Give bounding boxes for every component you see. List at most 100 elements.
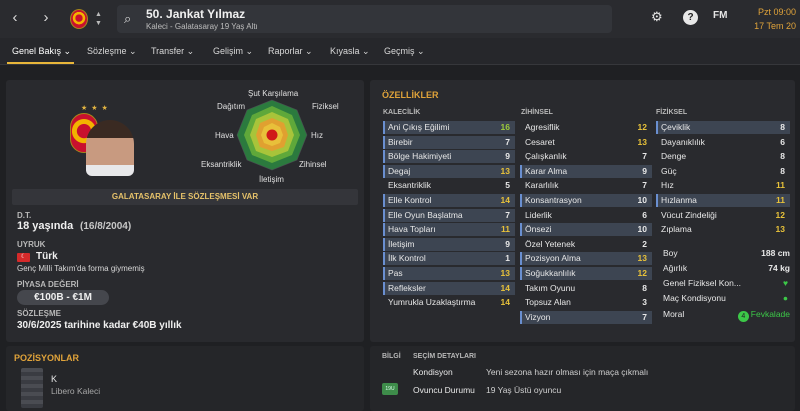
contract-banner[interactable]: GALATASARAY İLE SÖZLEŞMESİ VAR bbox=[12, 189, 358, 205]
attribute-value: 11 bbox=[776, 195, 785, 205]
back-arrow-icon[interactable]: ‹ bbox=[12, 9, 18, 26]
goalkeeping-attribute-row[interactable]: Ani Çıkış Eğilimi 16 bbox=[383, 121, 515, 134]
goalkeeping-attribute-row[interactable]: İlk Kontrol 1 bbox=[383, 252, 515, 266]
physical-attribute-row[interactable]: Denge 8 bbox=[656, 150, 790, 163]
attribute-value: 8 bbox=[780, 122, 785, 132]
active-tab-indicator bbox=[7, 62, 74, 64]
attribute-name: Çalışkanlık bbox=[525, 151, 567, 162]
tab-transfer[interactable]: Transfer ⌄ bbox=[151, 46, 195, 56]
attribute-name: Dayanıklılık bbox=[661, 136, 705, 147]
physical-attribute-row[interactable]: Hızlanma 11 bbox=[656, 194, 790, 207]
goalkeeping-attribute-row[interactable]: Eksantriklik 5 bbox=[383, 179, 515, 192]
goalkeeping-attribute-row[interactable]: Elle Oyun Başlatma 7 bbox=[383, 208, 515, 222]
mental-attribute-row[interactable]: Konsantrasyon 10 bbox=[520, 194, 652, 207]
player-portrait bbox=[86, 120, 134, 176]
forward-arrow-icon[interactable]: › bbox=[43, 9, 49, 26]
club-crest-icon[interactable] bbox=[70, 9, 88, 29]
physical-attribute-row[interactable]: Zıplama 13 bbox=[656, 223, 790, 236]
attribute-value: 13 bbox=[637, 253, 647, 264]
attribute-value: 12 bbox=[637, 122, 647, 132]
goalkeeping-attribute-row[interactable]: Degaj 13 bbox=[383, 164, 515, 178]
attribute-value: 14 bbox=[500, 195, 510, 205]
physical-condition-row[interactable]: Genel Fiziksel Kon... ♥ bbox=[663, 276, 790, 290]
tab-bar: Genel Bakış ⌄ Sözleşme ⌄ Transfer ⌄ Geli… bbox=[0, 38, 800, 65]
date-display[interactable]: Pzt 09:00 17 Tem 20 bbox=[754, 5, 796, 33]
attribute-name: Cesaret bbox=[525, 136, 555, 147]
player-subtitle[interactable]: Kaleci - Galatasaray 19 Yaş Altı bbox=[146, 22, 258, 31]
attribute-name: Elle Oyun Başlatma bbox=[388, 209, 463, 220]
tab-history[interactable]: Geçmiş ⌄ bbox=[384, 46, 425, 56]
attribute-value: 11 bbox=[501, 224, 510, 235]
search-icon[interactable]: ⌕ bbox=[124, 11, 132, 26]
mental-attribute-row[interactable]: Kararlılık 7 bbox=[520, 179, 652, 192]
mental-attribute-row[interactable]: Liderlik 6 bbox=[520, 209, 652, 222]
attribute-name: Bölge Hakimiyeti bbox=[388, 151, 452, 162]
market-value[interactable]: €100B - €1M bbox=[17, 290, 109, 305]
help-icon[interactable]: ? bbox=[683, 10, 698, 25]
attribute-name: Topsuz Alan bbox=[525, 297, 571, 308]
selection-details-label: SEÇİM DETAYLARI bbox=[413, 353, 477, 360]
tab-reports[interactable]: Raporlar ⌄ bbox=[268, 46, 313, 56]
goalkeeping-attribute-row[interactable]: Pas 13 bbox=[383, 267, 515, 280]
attribute-value: 16 bbox=[500, 122, 510, 132]
mental-attribute-row[interactable]: Çalışkanlık 7 bbox=[520, 150, 652, 163]
positions-title: POZİSYONLAR bbox=[14, 353, 80, 363]
dob-value: (16/8/2004) bbox=[80, 221, 132, 232]
fitness-row-value: Yeni sezona hazır olması için maça çıkma… bbox=[486, 367, 649, 377]
attribute-value: 10 bbox=[637, 224, 647, 235]
height-value: 188 cm bbox=[761, 248, 790, 258]
mental-attribute-row[interactable]: Önsezi 10 bbox=[520, 223, 652, 237]
attribute-name: Güç bbox=[661, 165, 677, 176]
mental-attribute-row[interactable]: Pozisyon Alma 13 bbox=[520, 252, 652, 266]
physical-attribute-row[interactable]: Çeviklik 8 bbox=[656, 121, 790, 134]
attribute-name: Ani Çıkış Eğilimi bbox=[388, 122, 450, 132]
mental-attribute-row[interactable]: Özel Yetenek 2 bbox=[520, 238, 652, 251]
goalkeeping-attribute-row[interactable]: Birebir 7 bbox=[383, 135, 515, 149]
attribute-name: Degaj bbox=[388, 165, 411, 176]
goalkeeping-attribute-row[interactable]: Refleksler 14 bbox=[383, 281, 515, 295]
attribute-name: Soğukkanlılık bbox=[525, 268, 576, 278]
attribute-name: Konsantrasyon bbox=[525, 195, 582, 205]
fm-logo[interactable]: FM bbox=[713, 10, 728, 21]
tab-overview[interactable]: Genel Bakış ⌄ bbox=[12, 46, 72, 56]
goalkeeping-attribute-row[interactable]: Hava Topları 11 bbox=[383, 223, 515, 237]
attribute-value: 13 bbox=[500, 268, 510, 278]
physical-attribute-row[interactable]: Dayanıklılık 6 bbox=[656, 136, 790, 149]
mental-attribute-row[interactable]: Cesaret 13 bbox=[520, 136, 652, 149]
mental-attribute-row[interactable]: Takım Oyunu 8 bbox=[520, 282, 652, 295]
nationality-value[interactable]: Türk bbox=[36, 251, 58, 262]
attribute-name: Hız bbox=[661, 180, 674, 191]
attribute-name: Refleksler bbox=[388, 282, 426, 293]
goalkeeping-attribute-row[interactable]: Elle Kontrol 14 bbox=[383, 194, 515, 207]
radar-label-mental: Zihinsel bbox=[299, 160, 327, 169]
info-label: BİLGİ bbox=[382, 353, 401, 360]
physical-attribute-row[interactable]: Vücut Zindeliği 12 bbox=[656, 209, 790, 222]
mental-attribute-row[interactable]: Vizyon 7 bbox=[520, 310, 652, 324]
player-name: 50. Jankat Yılmaz bbox=[146, 7, 246, 21]
tab-development[interactable]: Gelişim ⌄ bbox=[213, 46, 254, 56]
attribute-name: Zıplama bbox=[661, 224, 692, 235]
physical-header: FİZİKSEL bbox=[656, 109, 688, 116]
attribute-radar bbox=[236, 99, 308, 171]
up-down-arrows-icon[interactable]: ▲ ▼ bbox=[95, 11, 102, 27]
mental-attribute-row[interactable]: Agresiflik 12 bbox=[520, 121, 652, 134]
team-badge-icon[interactable]: ⚙ bbox=[651, 9, 663, 24]
mental-attribute-row[interactable]: Karar Alma 9 bbox=[520, 164, 652, 178]
physical-attribute-row[interactable]: Hız 11 bbox=[656, 179, 790, 192]
tab-compare[interactable]: Kıyasla ⌄ bbox=[330, 46, 370, 56]
tab-contract[interactable]: Sözleşme ⌄ bbox=[87, 46, 137, 56]
turkey-flag-icon: ☾ bbox=[17, 253, 30, 262]
goalkeeping-attribute-row[interactable]: İletişim 9 bbox=[383, 237, 515, 251]
radar-label-aerial: Hava bbox=[215, 131, 234, 140]
goalkeeping-attribute-row[interactable]: Yumrukla Uzaklaştırma 14 bbox=[383, 296, 515, 309]
dob-label: D.T. bbox=[17, 211, 32, 220]
match-fitness-row[interactable]: Maç Kondisyonu ● bbox=[663, 291, 790, 305]
attribute-value: 13 bbox=[775, 224, 785, 235]
physical-attribute-row[interactable]: Güç 8 bbox=[656, 165, 790, 178]
market-value-label: PİYASA DEĞERİ bbox=[17, 280, 79, 289]
attribute-value: 9 bbox=[505, 238, 510, 249]
mental-attribute-row[interactable]: Topsuz Alan 3 bbox=[520, 296, 652, 309]
morale-row[interactable]: Moral 4 Fevkalade bbox=[663, 307, 790, 322]
goalkeeping-attribute-row[interactable]: Bölge Hakimiyeti 9 bbox=[383, 150, 515, 164]
mental-attribute-row[interactable]: Soğukkanlılık 12 bbox=[520, 267, 652, 280]
